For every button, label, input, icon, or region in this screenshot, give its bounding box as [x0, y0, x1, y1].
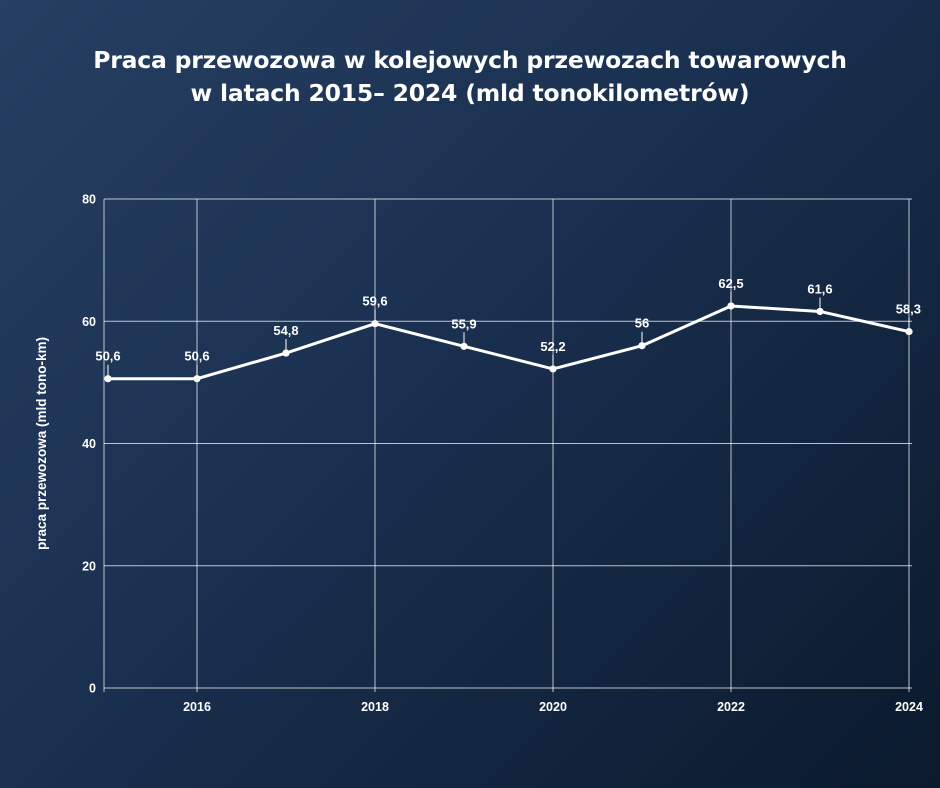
- series-line: [106, 304, 911, 381]
- y-tick-label-60: 60: [82, 315, 96, 329]
- data-labels: 50,6 50,6 54,8 59,6 55,9 52,2 56 62,5 61,6 58,3: [95, 276, 921, 379]
- x-tick-label-2016: 2016: [183, 700, 211, 714]
- x-tick-label-2024: 2024: [895, 700, 923, 714]
- data-label-2020: 52,2: [540, 339, 565, 354]
- grid-layer: [103, 198, 912, 692]
- data-label-2016: 50,6: [184, 349, 209, 364]
- y-tick-label-20: 20: [82, 559, 96, 573]
- data-label-2021: 56: [635, 316, 649, 331]
- series-layer: [104, 302, 913, 383]
- chart-title-line-1: Praca przewozowa w kolejowych przewozach…: [93, 46, 847, 74]
- tick-labels: 0 20 40 60 80 2016 2018 2020 2022 2024: [82, 193, 923, 715]
- x-tick-label-2020: 2020: [539, 700, 567, 714]
- y-tick-label-40: 40: [82, 437, 96, 451]
- data-label-2017: 54,8: [273, 323, 298, 338]
- x-tick-label-2022: 2022: [717, 700, 745, 714]
- y-axis-label: praca przewozowa (mld tono-km): [34, 337, 49, 550]
- data-label-2022: 62,5: [718, 276, 743, 291]
- data-label-2023: 61,6: [807, 281, 832, 296]
- data-label-2024: 58,3: [896, 302, 921, 317]
- data-label-2018: 59,6: [362, 294, 387, 309]
- data-label-2015: 50,6: [95, 349, 120, 364]
- chart-title-line-2: w latach 2015– 2024 (mld tonokilometrów): [190, 79, 750, 107]
- x-tick-label-2018: 2018: [361, 700, 389, 714]
- chart-title: Praca przewozowa w kolejowych przewozach…: [0, 44, 940, 110]
- y-tick-label-0: 0: [89, 682, 96, 696]
- data-label-2019: 55,9: [451, 316, 476, 331]
- y-tick-label-80: 80: [82, 193, 96, 207]
